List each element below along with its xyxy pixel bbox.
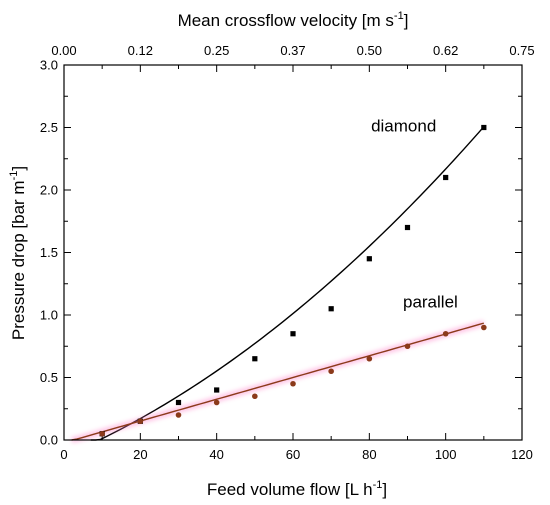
marker-parallel [328,368,334,375]
x2-axis-title: Mean crossflow velocity [m s-1] [178,10,409,30]
marker-diamond [404,224,411,231]
marker-parallel [290,380,296,387]
y-tick-label: 1.0 [40,308,58,323]
marker-diamond [443,174,449,181]
marker-parallel [252,393,258,400]
x2-tick-label: 0.25 [204,43,229,58]
marker-diamond [366,256,372,262]
series-label-parallel: parallel [403,293,458,312]
x-tick-labels: 0 20 40 60 80 100 120 [60,447,532,462]
marker-parallel [404,343,411,350]
x-tick-label: 120 [511,447,533,462]
x2-tick-label: 0.62 [433,43,458,58]
x-axis-title: Feed volume flow [L h-1] [207,479,387,499]
marker-diamond [214,387,220,393]
x2-tick-labels: 0.00 0.12 0.25 0.37 0.50 0.62 0.75 [51,43,534,58]
x-tick-label: 20 [133,447,147,462]
marker-parallel [366,355,373,362]
x-tick-label: 80 [362,447,376,462]
marker-parallel [481,324,487,331]
x2-tick-label: 0.50 [357,43,382,58]
x-tick-label: 60 [286,447,300,462]
y-tick-labels: 0.0 0.5 1.0 1.5 2.0 2.5 3.0 [40,58,58,448]
fit-line-diamond [90,126,485,441]
data-points [99,124,487,437]
fit-line-parallel [71,322,485,441]
marker-parallel [442,330,449,337]
marker-diamond [481,124,487,131]
marker-parallel [175,412,182,418]
fit-lines [71,126,485,443]
y-tick-label: 0.5 [40,370,58,385]
y-tick-label: 2.5 [40,120,58,135]
x-tick-label: 100 [435,447,457,462]
marker-diamond [328,306,334,312]
y-tick-label: 3.0 [40,58,58,73]
marker-diamond [290,331,296,337]
marker-parallel [99,430,105,437]
x-tick-label: 40 [209,447,223,462]
marker-parallel [213,399,220,406]
y-tick-label: 1.5 [40,245,58,260]
x-tick-label: 0 [60,447,67,462]
y-tick-label: 2.0 [40,183,58,198]
marker-parallel [137,418,144,425]
marker-diamond [252,356,258,362]
series-label-diamond: diamond [371,116,436,135]
marker-diamond [175,399,182,406]
y-tick-label: 0.0 [40,433,58,448]
x2-tick-label: 0.75 [509,43,534,58]
y-axis-title: Pressure drop [bar m-1] [8,166,28,340]
x2-tick-label: 0.37 [280,43,305,58]
x2-tick-label: 0.12 [128,43,153,58]
x2-tick-label: 0.00 [51,43,76,58]
plot-frame [63,64,523,441]
